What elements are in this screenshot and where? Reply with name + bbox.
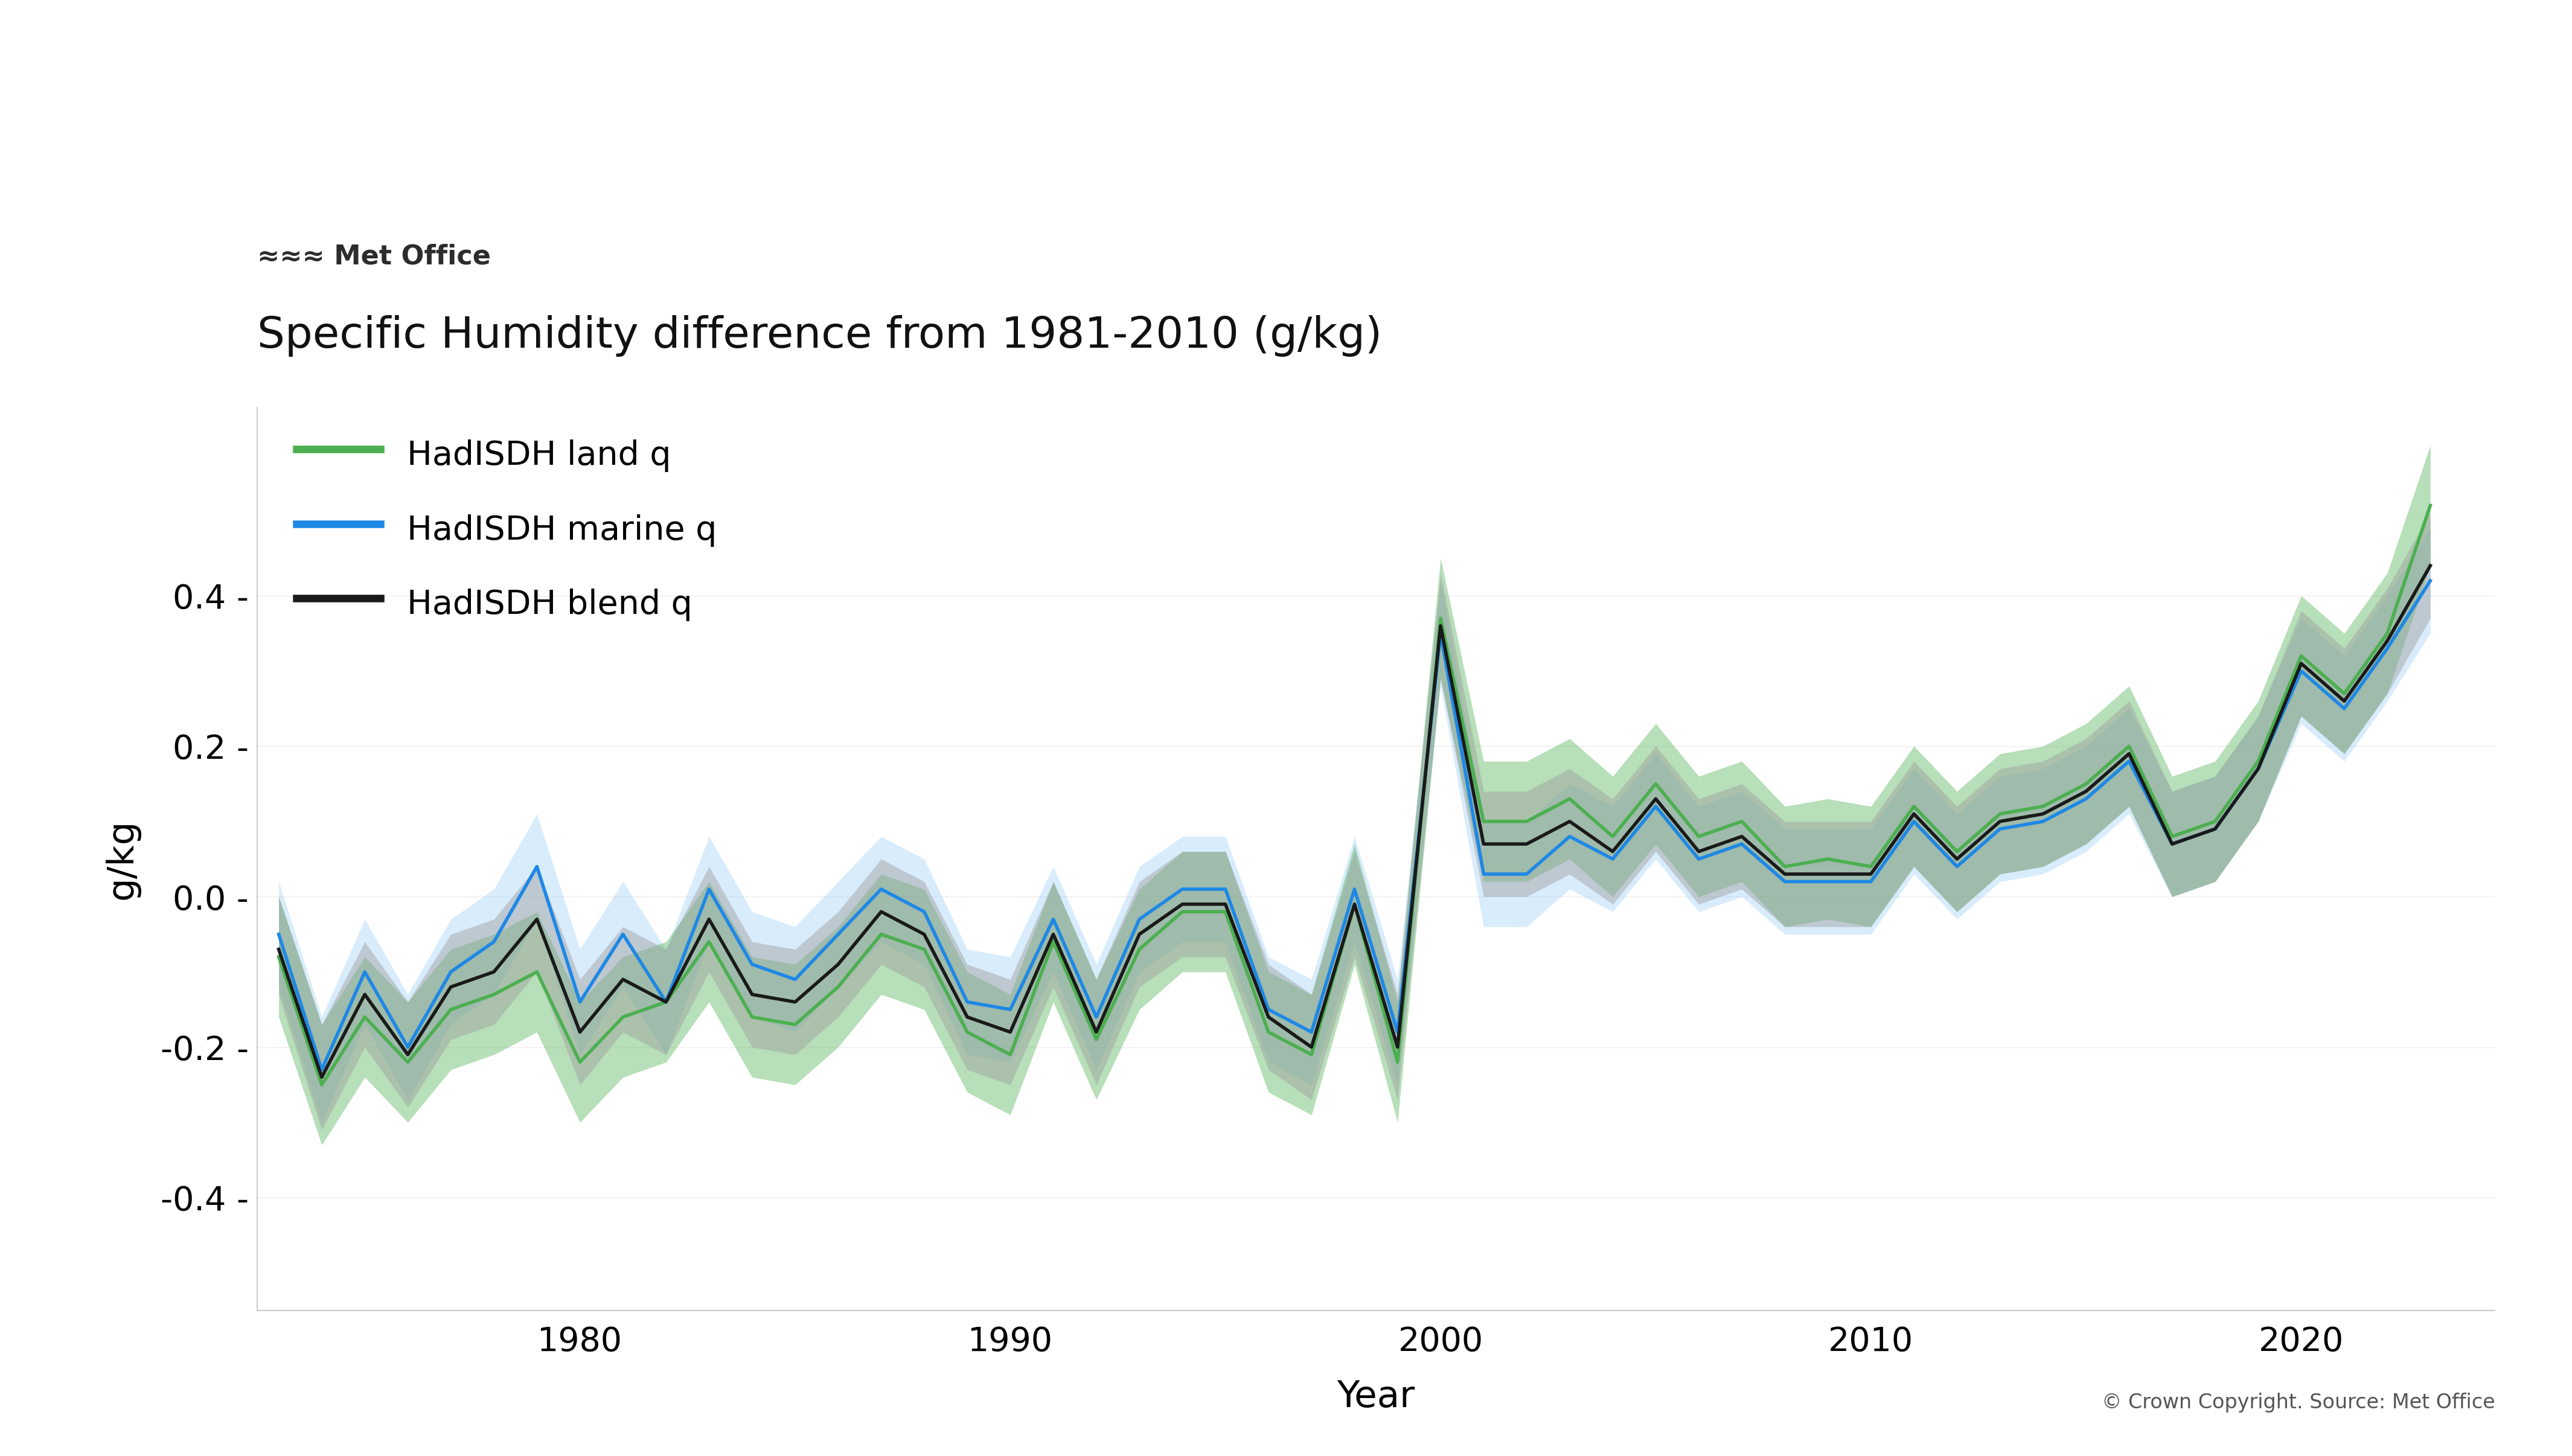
Legend: HadISDH land q, HadISDH marine q, HadISDH blend q: HadISDH land q, HadISDH marine q, HadISD… [296,434,718,623]
X-axis label: Year: Year [1337,1379,1415,1415]
Text: ≈≈≈ Met Office: ≈≈≈ Met Office [257,243,491,269]
Text: © Crown Copyright. Source: Met Office: © Crown Copyright. Source: Met Office [2101,1392,2495,1412]
Y-axis label: g/kg: g/kg [103,818,139,900]
Text: Specific Humidity difference from 1981-2010 (g/kg): Specific Humidity difference from 1981-2… [257,314,1381,357]
